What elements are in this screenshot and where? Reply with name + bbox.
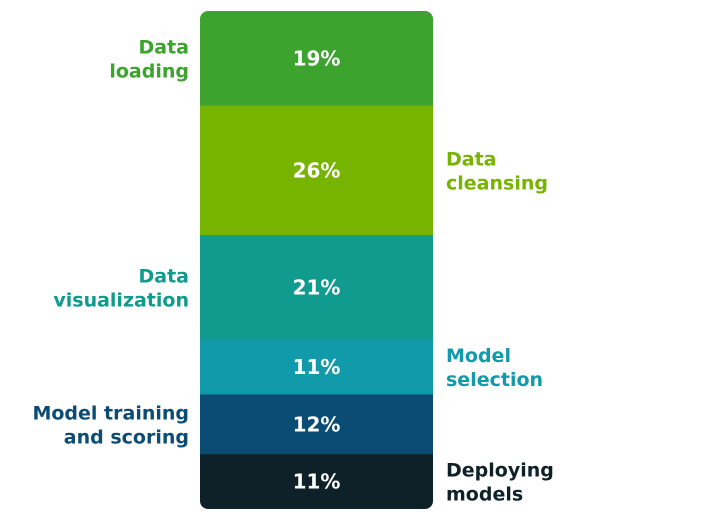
- category-label-line: visualization: [53, 289, 189, 311]
- category-label-line: cleansing: [446, 172, 548, 194]
- bar-segment-model-training-and-scoring: [200, 394, 433, 455]
- category-label-line: Model training: [32, 402, 189, 424]
- bar-segment-data-cleansing: [200, 105, 433, 236]
- category-label-line: Model: [446, 345, 511, 367]
- category-label-deploying-models: Deploying models: [446, 460, 554, 506]
- category-label-line: and scoring: [64, 426, 189, 448]
- category-label-line: Data: [139, 265, 190, 287]
- category-label-line: selection: [446, 369, 543, 391]
- value-label-data-cleansing: 26%: [293, 158, 341, 182]
- value-label-model-selection: 11%: [293, 355, 341, 379]
- value-label-data-loading: 19%: [293, 46, 341, 70]
- value-label-deploying-models: 11%: [293, 470, 341, 494]
- category-label-data-cleansing: Data cleansing: [446, 148, 548, 194]
- value-label-model-training-and-scoring: 12%: [293, 412, 341, 436]
- category-label-line: Deploying: [446, 460, 554, 482]
- bar-segment-data-visualization: [200, 235, 433, 341]
- stacked-bar: [200, 11, 433, 509]
- bar-segment-deploying-models: [200, 454, 433, 509]
- category-label-data-loading: Data loading: [109, 36, 189, 82]
- category-label-line: Data: [446, 148, 497, 170]
- category-label-model-training-and-scoring: Model training and scoring: [32, 402, 189, 448]
- category-label-data-visualization: Data visualization: [53, 265, 189, 311]
- bar-segment-data-loading: [200, 11, 433, 107]
- category-label-line: models: [446, 484, 523, 506]
- category-label-line: Data: [139, 36, 190, 58]
- bar-segment-model-selection: [200, 339, 433, 395]
- value-label-data-visualization: 21%: [293, 275, 341, 299]
- category-label-line: loading: [109, 60, 189, 82]
- category-label-model-selection: Model selection: [446, 345, 543, 391]
